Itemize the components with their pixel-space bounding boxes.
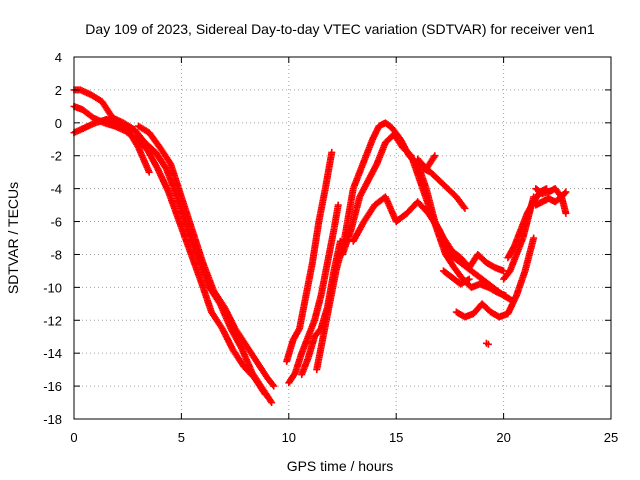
y-tick-label: -2	[50, 149, 62, 164]
series-track-e	[283, 148, 336, 365]
data-point	[431, 152, 439, 160]
series-track-s	[482, 339, 492, 348]
x-tick-label: 0	[70, 430, 77, 445]
series-track-r	[532, 193, 570, 217]
x-axis-label: GPS time / hours	[287, 458, 394, 474]
y-tick-label: -6	[50, 215, 62, 230]
series-track-f	[285, 201, 342, 387]
y-tick-label: -4	[50, 182, 62, 197]
data-point	[166, 158, 174, 166]
data-point	[465, 275, 473, 283]
y-tick-label: 0	[55, 116, 62, 131]
data-point	[464, 276, 472, 284]
y-axis-label: SDTVAR / TECUs	[5, 182, 21, 294]
gridlines	[74, 57, 611, 419]
data-point	[430, 153, 438, 161]
series-track-m	[439, 267, 473, 288]
data-point	[295, 326, 303, 334]
data-point	[460, 203, 468, 211]
x-tick-label: 15	[389, 430, 403, 445]
series-track-i	[339, 130, 510, 300]
data-point	[268, 399, 276, 407]
x-tick-label: 25	[604, 430, 618, 445]
data-points	[70, 86, 570, 407]
series-track-k	[420, 165, 469, 212]
data-point	[328, 148, 336, 156]
data-point	[270, 382, 278, 390]
y-tick-label: -10	[43, 280, 62, 295]
data-point	[562, 188, 570, 196]
data-point	[562, 209, 570, 217]
data-point	[269, 381, 277, 389]
series-track-c	[70, 116, 153, 176]
data-point	[461, 204, 469, 212]
series-track-d	[134, 122, 278, 390]
y-tick-label: -14	[43, 346, 62, 361]
chart-title: Day 109 of 2023, Sidereal Day-to-day VTE…	[85, 21, 595, 37]
x-tick-label: 20	[496, 430, 510, 445]
y-tick-label: -8	[50, 247, 62, 262]
y-tick-label: 2	[55, 83, 62, 98]
data-point	[334, 201, 342, 209]
data-point	[267, 397, 275, 405]
data-point	[484, 340, 492, 348]
axis-ticks: 0 5 10 15 20 25 -18 -16 -14 -12 -10 -8 -6 -4 -2 0 2 4	[43, 50, 618, 445]
y-tick-label: -18	[43, 412, 62, 427]
data-point	[500, 267, 508, 275]
y-tick-label: 4	[55, 50, 62, 65]
series-track-j	[349, 193, 516, 305]
y-tick-label: -12	[43, 313, 62, 328]
data-point	[561, 189, 569, 197]
series-track-n	[452, 234, 538, 321]
series-track-l	[414, 152, 439, 173]
data-point	[530, 234, 538, 242]
plot-frame	[73, 56, 612, 420]
x-tick-label: 5	[178, 430, 185, 445]
data-point	[261, 390, 269, 398]
x-tick-label: 10	[282, 430, 296, 445]
data-point	[145, 168, 153, 176]
data-point	[260, 389, 268, 397]
y-tick-label: -16	[43, 379, 62, 394]
